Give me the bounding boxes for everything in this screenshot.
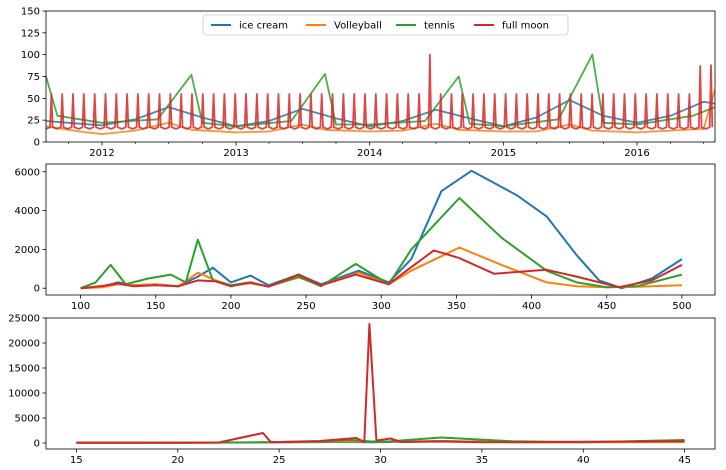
x-tick-label: 150 bbox=[146, 301, 165, 312]
y-tick-label: 6000 bbox=[15, 167, 40, 178]
x-tick-label: 2013 bbox=[223, 148, 248, 159]
x-tick-label: 2015 bbox=[491, 148, 516, 159]
x-tick-label: 45 bbox=[678, 455, 691, 466]
x-tick-label: 2014 bbox=[357, 148, 382, 159]
y-tick-label: 20000 bbox=[8, 339, 40, 350]
legend-label-volleyball: Volleyball bbox=[334, 21, 382, 32]
panel-top-timeseries: 2012 2013 2014 2015 2016 0 25 50 75 100 125 150 ic… bbox=[21, 7, 716, 159]
y-tick-label: 125 bbox=[21, 28, 40, 39]
legend-label-tennis: tennis bbox=[424, 21, 455, 32]
panel-top-lines bbox=[46, 53, 715, 135]
y-tick-label: 150 bbox=[21, 7, 40, 18]
panel-middle: 100 150 200 250 300 350 400 450 500 0 2000 4000 600… bbox=[15, 163, 716, 312]
y-tick-label: 0 bbox=[34, 439, 40, 450]
x-tick-label: 450 bbox=[597, 301, 616, 312]
y-tick-label: 0 bbox=[34, 138, 40, 149]
series-line-full-moon bbox=[46, 53, 714, 130]
series-line-volleyball bbox=[46, 89, 715, 135]
y-tick-label: 15000 bbox=[8, 364, 40, 375]
series-line-4 bbox=[76, 323, 685, 444]
x-tick-label: 300 bbox=[372, 301, 391, 312]
x-tick-label: 2012 bbox=[89, 148, 114, 159]
y-tick-label: 75 bbox=[27, 72, 40, 83]
panel-middle-frame bbox=[45, 163, 716, 296]
series-line-tennis bbox=[46, 53, 715, 128]
y-tick-label: 2000 bbox=[15, 245, 40, 256]
x-tick-label: 35 bbox=[475, 455, 488, 466]
x-tick-label: 500 bbox=[672, 301, 691, 312]
x-tick-label: 200 bbox=[221, 301, 240, 312]
y-tick-label: 10000 bbox=[8, 389, 40, 400]
panel-middle-lines bbox=[80, 169, 683, 290]
y-tick-label: 5000 bbox=[15, 414, 40, 425]
legend: ice cream Volleyball tennis full moon bbox=[202, 14, 569, 36]
panel-top-x-ticks: 2012 2013 2014 2015 2016 bbox=[68, 142, 704, 159]
y-tick-label: 4000 bbox=[15, 206, 40, 217]
x-tick-label: 40 bbox=[577, 455, 590, 466]
y-tick-label: 100 bbox=[21, 50, 40, 61]
panel-bottom: 15 20 25 30 35 40 45 0 5000 10000 15000 20000 25000 bbox=[8, 314, 716, 466]
x-tick-label: 20 bbox=[171, 455, 184, 466]
y-tick-label: 25 bbox=[27, 116, 40, 127]
x-tick-label: 400 bbox=[522, 301, 541, 312]
series-line-4 bbox=[80, 249, 683, 290]
legend-label-full-moon: full moon bbox=[502, 21, 549, 32]
x-tick-label: 350 bbox=[447, 301, 466, 312]
panel-middle-x-ticks: 100 150 200 250 300 350 400 450 500 bbox=[71, 295, 691, 312]
panel-middle-y-ticks: 0 2000 4000 6000 bbox=[15, 167, 46, 295]
panel-bottom-lines bbox=[76, 323, 685, 444]
x-tick-label: 2016 bbox=[624, 148, 649, 159]
panel-bottom-x-ticks: 15 20 25 30 35 40 45 bbox=[70, 449, 691, 466]
x-tick-label: 15 bbox=[70, 455, 83, 466]
x-tick-label: 250 bbox=[297, 301, 316, 312]
legend-box bbox=[202, 14, 569, 36]
panel-top-y-ticks: 0 25 50 75 100 125 150 bbox=[21, 7, 46, 149]
x-tick-label: 100 bbox=[71, 301, 90, 312]
legend-label-ice-cream: ice cream bbox=[239, 21, 288, 32]
y-tick-label: 25000 bbox=[8, 314, 40, 325]
x-tick-label: 25 bbox=[273, 455, 286, 466]
y-tick-label: 50 bbox=[27, 94, 40, 105]
x-tick-label: 30 bbox=[374, 455, 387, 466]
y-tick-label: 0 bbox=[34, 284, 40, 295]
panel-bottom-y-ticks: 0 5000 10000 15000 20000 25000 bbox=[8, 314, 46, 450]
